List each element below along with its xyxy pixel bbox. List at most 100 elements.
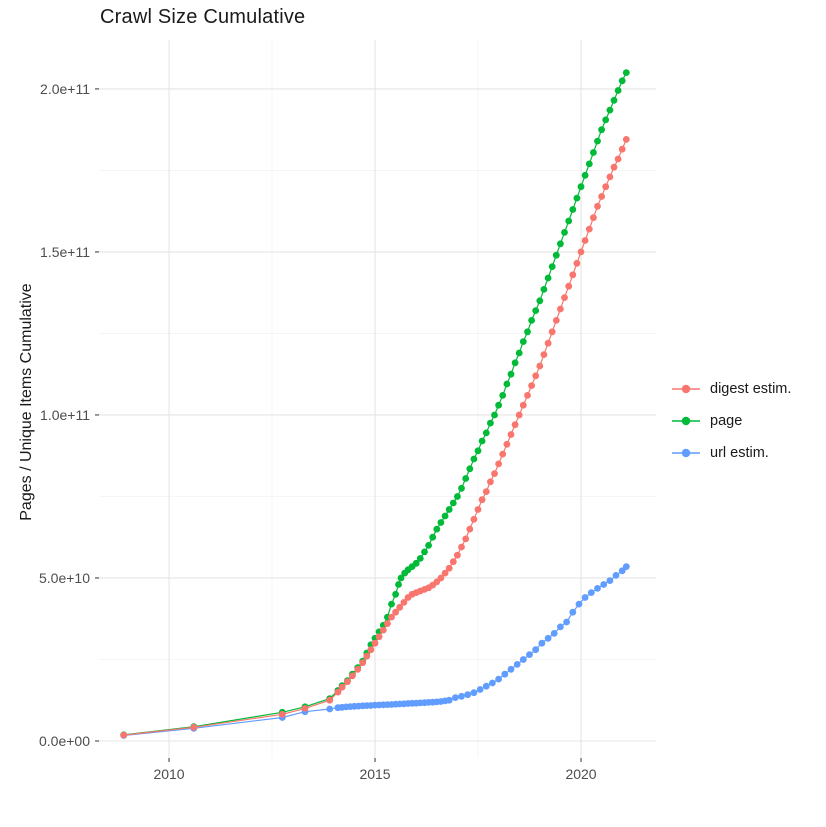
data-point bbox=[478, 437, 486, 445]
data-point bbox=[458, 484, 465, 492]
data-point bbox=[491, 470, 498, 477]
data-point bbox=[513, 661, 521, 668]
data-point bbox=[548, 328, 556, 336]
data-point bbox=[548, 263, 556, 270]
data-point bbox=[550, 630, 558, 637]
data-point bbox=[458, 692, 465, 700]
y-tick-label: 0.0e+00 bbox=[39, 733, 90, 749]
legend-label-page: page bbox=[710, 412, 743, 429]
data-point bbox=[590, 214, 597, 222]
data-point bbox=[544, 274, 552, 282]
data-point bbox=[474, 506, 482, 513]
data-point bbox=[487, 478, 494, 486]
data-point bbox=[388, 613, 395, 621]
data-point bbox=[552, 251, 560, 259]
data-point bbox=[363, 652, 371, 660]
data-point bbox=[392, 608, 399, 616]
data-point bbox=[538, 639, 546, 647]
data-point bbox=[445, 564, 453, 572]
data-point bbox=[349, 672, 356, 680]
data-point bbox=[528, 382, 535, 389]
data-point bbox=[458, 543, 465, 551]
data-point bbox=[577, 183, 585, 191]
data-point bbox=[577, 248, 585, 256]
data-point bbox=[499, 450, 507, 458]
data-point bbox=[561, 229, 568, 236]
data-point bbox=[344, 678, 351, 686]
data-point bbox=[452, 694, 459, 701]
y-tick-label: 1.0e+11 bbox=[40, 407, 90, 423]
data-point bbox=[573, 259, 581, 267]
data-point bbox=[618, 77, 626, 85]
data-point bbox=[532, 646, 540, 654]
data-point bbox=[489, 679, 496, 687]
data-point bbox=[396, 603, 404, 611]
legend-item-url-estim: url estim. bbox=[672, 442, 791, 463]
data-point bbox=[515, 349, 523, 357]
plot-panel: 0.0e+00 5.0e+10 1.0e+11 1.5e+11 2.0e+11 2010 2… bbox=[39, 40, 656, 782]
data-point bbox=[495, 401, 502, 409]
legend-item-digest-estim: digest estim. bbox=[672, 378, 791, 399]
data-point bbox=[606, 106, 614, 114]
data-point bbox=[606, 577, 614, 584]
legend-key-dot bbox=[681, 448, 691, 457]
data-point bbox=[622, 69, 630, 76]
data-point bbox=[395, 581, 402, 588]
y-axis-title: Pages / Unique Items Cumulative bbox=[18, 283, 35, 521]
data-point bbox=[507, 665, 515, 673]
data-point bbox=[384, 620, 391, 627]
data-point bbox=[610, 96, 618, 104]
data-point bbox=[359, 659, 367, 667]
data-point bbox=[367, 646, 375, 654]
data-point bbox=[614, 87, 622, 94]
data-point bbox=[507, 370, 515, 378]
data-point bbox=[449, 499, 457, 507]
data-point bbox=[470, 689, 478, 697]
data-point bbox=[581, 237, 589, 244]
data-point bbox=[515, 411, 523, 419]
data-point bbox=[540, 286, 548, 293]
data-point bbox=[532, 372, 540, 380]
data-point bbox=[618, 145, 626, 153]
data-point bbox=[425, 542, 432, 549]
data-point bbox=[120, 731, 128, 739]
data-point bbox=[519, 401, 527, 409]
data-point bbox=[563, 618, 570, 626]
data-point bbox=[334, 688, 342, 696]
data-point bbox=[437, 519, 445, 526]
data-point bbox=[482, 682, 490, 690]
data-point bbox=[495, 460, 502, 468]
data-point bbox=[501, 670, 509, 678]
data-point bbox=[397, 574, 405, 582]
legend-key-dot bbox=[681, 416, 691, 425]
data-point bbox=[400, 599, 408, 606]
data-point bbox=[598, 126, 605, 134]
data-point bbox=[464, 691, 472, 699]
data-point bbox=[482, 488, 490, 495]
data-point bbox=[462, 475, 470, 482]
data-point bbox=[476, 686, 484, 693]
data-point bbox=[354, 665, 362, 673]
data-point bbox=[519, 656, 527, 663]
data-point bbox=[511, 421, 519, 429]
chart-title: Crawl Size Cumulative bbox=[100, 6, 306, 28]
data-point bbox=[622, 136, 630, 143]
data-point bbox=[454, 493, 461, 500]
data-point bbox=[569, 608, 577, 616]
data-point bbox=[511, 359, 519, 367]
data-point bbox=[437, 574, 445, 582]
data-point bbox=[482, 429, 490, 437]
data-point bbox=[429, 533, 437, 541]
data-point bbox=[445, 506, 453, 513]
data-point bbox=[581, 171, 589, 179]
data-point bbox=[594, 137, 601, 145]
legend-key-digest-icon bbox=[672, 384, 700, 393]
data-point bbox=[557, 305, 564, 313]
data-point bbox=[495, 675, 502, 683]
data-point bbox=[585, 160, 593, 168]
data-point bbox=[610, 163, 618, 171]
data-point bbox=[466, 525, 474, 533]
legend-key-url-icon bbox=[672, 448, 700, 457]
data-point bbox=[573, 194, 581, 202]
